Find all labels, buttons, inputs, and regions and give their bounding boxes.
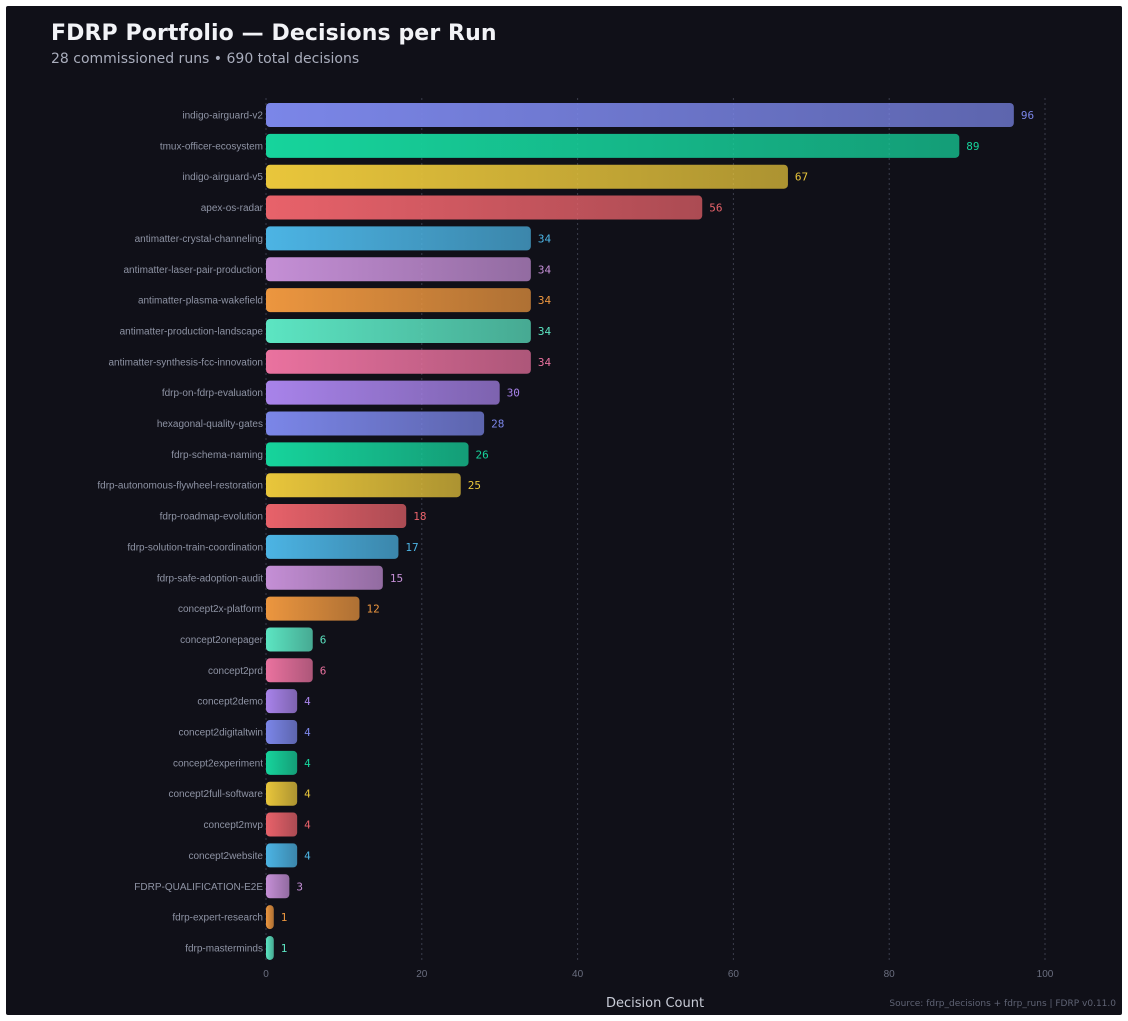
category-label: fdrp-masterminds: [185, 943, 263, 954]
bar: [266, 596, 360, 621]
value-label: 4: [304, 757, 311, 770]
category-label: fdrp-safe-adoption-audit: [157, 573, 263, 584]
category-label: antimatter-plasma-wakefield: [138, 296, 263, 307]
value-label: 4: [304, 788, 311, 801]
value-label: 1: [281, 942, 288, 955]
bar: [266, 935, 274, 960]
category-label: concept2digitaltwin: [179, 728, 264, 739]
x-tick-label: 20: [416, 969, 428, 980]
bar: [266, 843, 298, 868]
value-label: 56: [709, 202, 722, 215]
value-label: 26: [476, 448, 489, 461]
bar: [266, 103, 1014, 127]
category-label: concept2onepager: [180, 635, 264, 646]
bar-chart: 0 20 40 60 80 100 indigo-airguard-v2 96 tmux-off…: [97, 98, 1054, 980]
bar: [266, 257, 531, 282]
x-tick-label: 0: [263, 969, 269, 980]
bar: [266, 750, 298, 775]
bar: [266, 781, 298, 806]
bar: [266, 812, 298, 837]
bar: [266, 874, 290, 899]
bar: [266, 164, 788, 189]
value-label: 30: [507, 387, 520, 400]
value-label: 12: [366, 603, 379, 616]
value-label: 34: [538, 263, 552, 276]
value-label: 4: [304, 726, 311, 739]
category-label: concept2mvp: [204, 820, 264, 831]
value-label: 25: [468, 479, 481, 492]
value-label: 67: [795, 171, 808, 184]
category-label: FDRP-QUALIFICATION-E2E: [134, 882, 263, 893]
bar: [266, 411, 485, 436]
category-label: fdrp-autonomous-flywheel-restoration: [97, 481, 263, 492]
value-label: 6: [320, 664, 327, 677]
category-label: fdrp-solution-train-coordination: [127, 542, 263, 553]
category-label: apex-os-radar: [201, 203, 264, 214]
chart-panel: FDRP Portfolio — Decisions per Run 28 co…: [6, 6, 1122, 1015]
category-label: concept2website: [189, 851, 264, 862]
x-tick-label: 80: [884, 969, 896, 980]
category-label: indigo-airguard-v5: [182, 172, 263, 183]
bar: [266, 318, 531, 343]
category-label: fdrp-roadmap-evolution: [160, 512, 263, 523]
category-label: concept2prd: [208, 666, 263, 677]
value-label: 28: [491, 418, 504, 431]
bar: [266, 720, 298, 744]
category-label: antimatter-synthesis-fcc-innovation: [108, 357, 263, 368]
bar: [266, 288, 531, 313]
category-label: concept2experiment: [173, 758, 263, 769]
bar: [266, 133, 960, 158]
bar: [266, 534, 399, 559]
value-label: 3: [296, 880, 303, 893]
bar: [266, 658, 313, 683]
category-label: fdrp-expert-research: [172, 913, 263, 924]
x-tick-label: 40: [572, 969, 584, 980]
bar: [266, 473, 461, 498]
value-label: 1: [281, 911, 288, 924]
category-label: antimatter-laser-pair-production: [123, 265, 263, 276]
category-label: tmux-officer-ecosystem: [160, 141, 263, 152]
source-note: Source: fdrp_decisions + fdrp_runs | FDR…: [889, 999, 1116, 1009]
value-label: 4: [304, 695, 311, 708]
category-label: fdrp-on-fdrp-evaluation: [162, 388, 263, 399]
bar: [266, 195, 703, 220]
value-label: 4: [304, 849, 311, 862]
bar: [266, 689, 298, 714]
value-label: 96: [1021, 109, 1034, 122]
bar: [266, 905, 274, 930]
chart-subtitle: 28 commissioned runs • 690 total decisio…: [51, 51, 360, 67]
category-label: fdrp-schema-naming: [171, 450, 263, 461]
bar: [266, 565, 383, 590]
value-label: 34: [538, 294, 552, 307]
value-label: 4: [304, 819, 311, 832]
category-label: concept2x-platform: [178, 604, 263, 615]
bar: [266, 442, 469, 467]
category-label: antimatter-production-landscape: [120, 326, 264, 337]
category-label: concept2full-software: [169, 789, 264, 800]
bar: [266, 226, 531, 251]
value-label: 34: [538, 232, 552, 245]
category-label: concept2demo: [197, 697, 263, 708]
bar: [266, 627, 313, 652]
bar: [266, 380, 500, 405]
chart-title: FDRP Portfolio — Decisions per Run: [51, 21, 497, 46]
bar: [266, 349, 531, 374]
value-label: 6: [320, 633, 327, 646]
value-label: 17: [405, 541, 418, 554]
value-label: 34: [538, 356, 552, 369]
value-label: 15: [390, 572, 403, 585]
x-tick-label: 60: [728, 969, 740, 980]
bar: [266, 504, 407, 529]
category-label: hexagonal-quality-gates: [157, 419, 263, 430]
value-label: 34: [538, 325, 552, 338]
value-label: 89: [966, 140, 979, 153]
value-label: 18: [413, 510, 426, 523]
x-tick-label: 100: [1037, 969, 1054, 980]
x-axis-label: Decision Count: [606, 996, 705, 1011]
category-label: antimatter-crystal-channeling: [135, 234, 263, 245]
category-label: indigo-airguard-v2: [182, 111, 263, 122]
